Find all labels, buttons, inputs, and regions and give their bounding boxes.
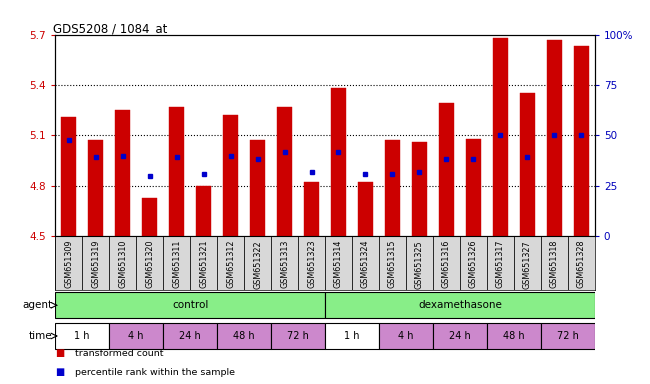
Bar xyxy=(169,107,184,236)
Bar xyxy=(88,141,103,236)
Bar xyxy=(412,142,427,236)
Bar xyxy=(433,236,460,290)
Bar xyxy=(136,236,163,290)
Text: 24 h: 24 h xyxy=(449,331,471,341)
Text: GSM651323: GSM651323 xyxy=(307,240,316,288)
Text: control: control xyxy=(172,300,208,310)
Bar xyxy=(352,236,379,290)
Bar xyxy=(325,292,595,318)
Text: GSM651318: GSM651318 xyxy=(550,240,559,288)
Text: 48 h: 48 h xyxy=(233,331,255,341)
Text: GSM651316: GSM651316 xyxy=(442,240,451,288)
Text: GSM651310: GSM651310 xyxy=(118,240,127,288)
Bar xyxy=(271,323,325,349)
Text: dexamethasone: dexamethasone xyxy=(418,300,502,310)
Bar xyxy=(406,236,433,290)
Text: 1 h: 1 h xyxy=(344,331,359,341)
Text: ■: ■ xyxy=(55,367,64,377)
Bar xyxy=(466,139,481,236)
Bar xyxy=(109,323,163,349)
Bar xyxy=(493,38,508,236)
Text: GSM651321: GSM651321 xyxy=(199,240,208,288)
Bar xyxy=(331,88,346,236)
Bar xyxy=(547,40,562,236)
Text: agent: agent xyxy=(23,300,53,310)
Text: 72 h: 72 h xyxy=(287,331,309,341)
Bar xyxy=(514,236,541,290)
Text: GSM651311: GSM651311 xyxy=(172,240,181,288)
Text: percentile rank within the sample: percentile rank within the sample xyxy=(75,368,235,377)
Text: GDS5208 / 1084_at: GDS5208 / 1084_at xyxy=(53,22,167,35)
Bar xyxy=(109,236,136,290)
Text: 4 h: 4 h xyxy=(398,331,413,341)
Bar xyxy=(250,141,265,236)
Text: GSM651319: GSM651319 xyxy=(91,240,100,288)
Bar xyxy=(115,110,130,236)
Bar xyxy=(541,323,595,349)
Text: GSM651315: GSM651315 xyxy=(388,240,397,288)
Bar xyxy=(439,103,454,236)
Text: GSM651312: GSM651312 xyxy=(226,240,235,288)
Bar xyxy=(325,236,352,290)
Bar xyxy=(385,141,400,236)
Text: transformed count: transformed count xyxy=(75,349,163,358)
Text: GSM651328: GSM651328 xyxy=(577,240,586,288)
Bar xyxy=(298,236,325,290)
Text: GSM651322: GSM651322 xyxy=(253,240,262,288)
Text: ■: ■ xyxy=(55,348,64,358)
Text: GSM651317: GSM651317 xyxy=(496,240,505,288)
Bar xyxy=(142,197,157,236)
Bar xyxy=(487,236,514,290)
Bar xyxy=(61,117,76,236)
Text: GSM651314: GSM651314 xyxy=(334,240,343,288)
Bar xyxy=(217,323,271,349)
Text: 48 h: 48 h xyxy=(503,331,525,341)
Bar xyxy=(163,323,217,349)
Text: GSM651320: GSM651320 xyxy=(145,240,154,288)
Bar xyxy=(304,182,319,236)
Bar xyxy=(487,323,541,349)
Bar xyxy=(574,46,589,236)
Bar xyxy=(163,236,190,290)
Bar xyxy=(217,236,244,290)
Bar xyxy=(190,236,217,290)
Bar xyxy=(82,236,109,290)
Text: time: time xyxy=(29,331,53,341)
Bar xyxy=(433,323,487,349)
Bar xyxy=(568,236,595,290)
Text: 4 h: 4 h xyxy=(129,331,144,341)
Bar xyxy=(196,186,211,236)
Bar xyxy=(55,323,109,349)
Bar xyxy=(520,93,535,236)
Text: GSM651327: GSM651327 xyxy=(523,240,532,288)
Text: GSM651326: GSM651326 xyxy=(469,240,478,288)
Bar xyxy=(379,323,433,349)
Bar xyxy=(55,236,83,290)
Text: GSM651309: GSM651309 xyxy=(64,240,73,288)
Bar xyxy=(460,236,487,290)
Bar xyxy=(325,323,379,349)
Bar xyxy=(55,292,325,318)
Bar xyxy=(541,236,568,290)
Bar xyxy=(271,236,298,290)
Text: GSM651324: GSM651324 xyxy=(361,240,370,288)
Text: 72 h: 72 h xyxy=(557,331,578,341)
Text: 1 h: 1 h xyxy=(75,331,90,341)
Text: GSM651325: GSM651325 xyxy=(415,240,424,288)
Bar xyxy=(277,107,292,236)
Bar xyxy=(223,115,238,236)
Bar xyxy=(358,182,373,236)
Text: GSM651313: GSM651313 xyxy=(280,240,289,288)
Bar xyxy=(244,236,271,290)
Bar xyxy=(379,236,406,290)
Text: 24 h: 24 h xyxy=(179,331,201,341)
